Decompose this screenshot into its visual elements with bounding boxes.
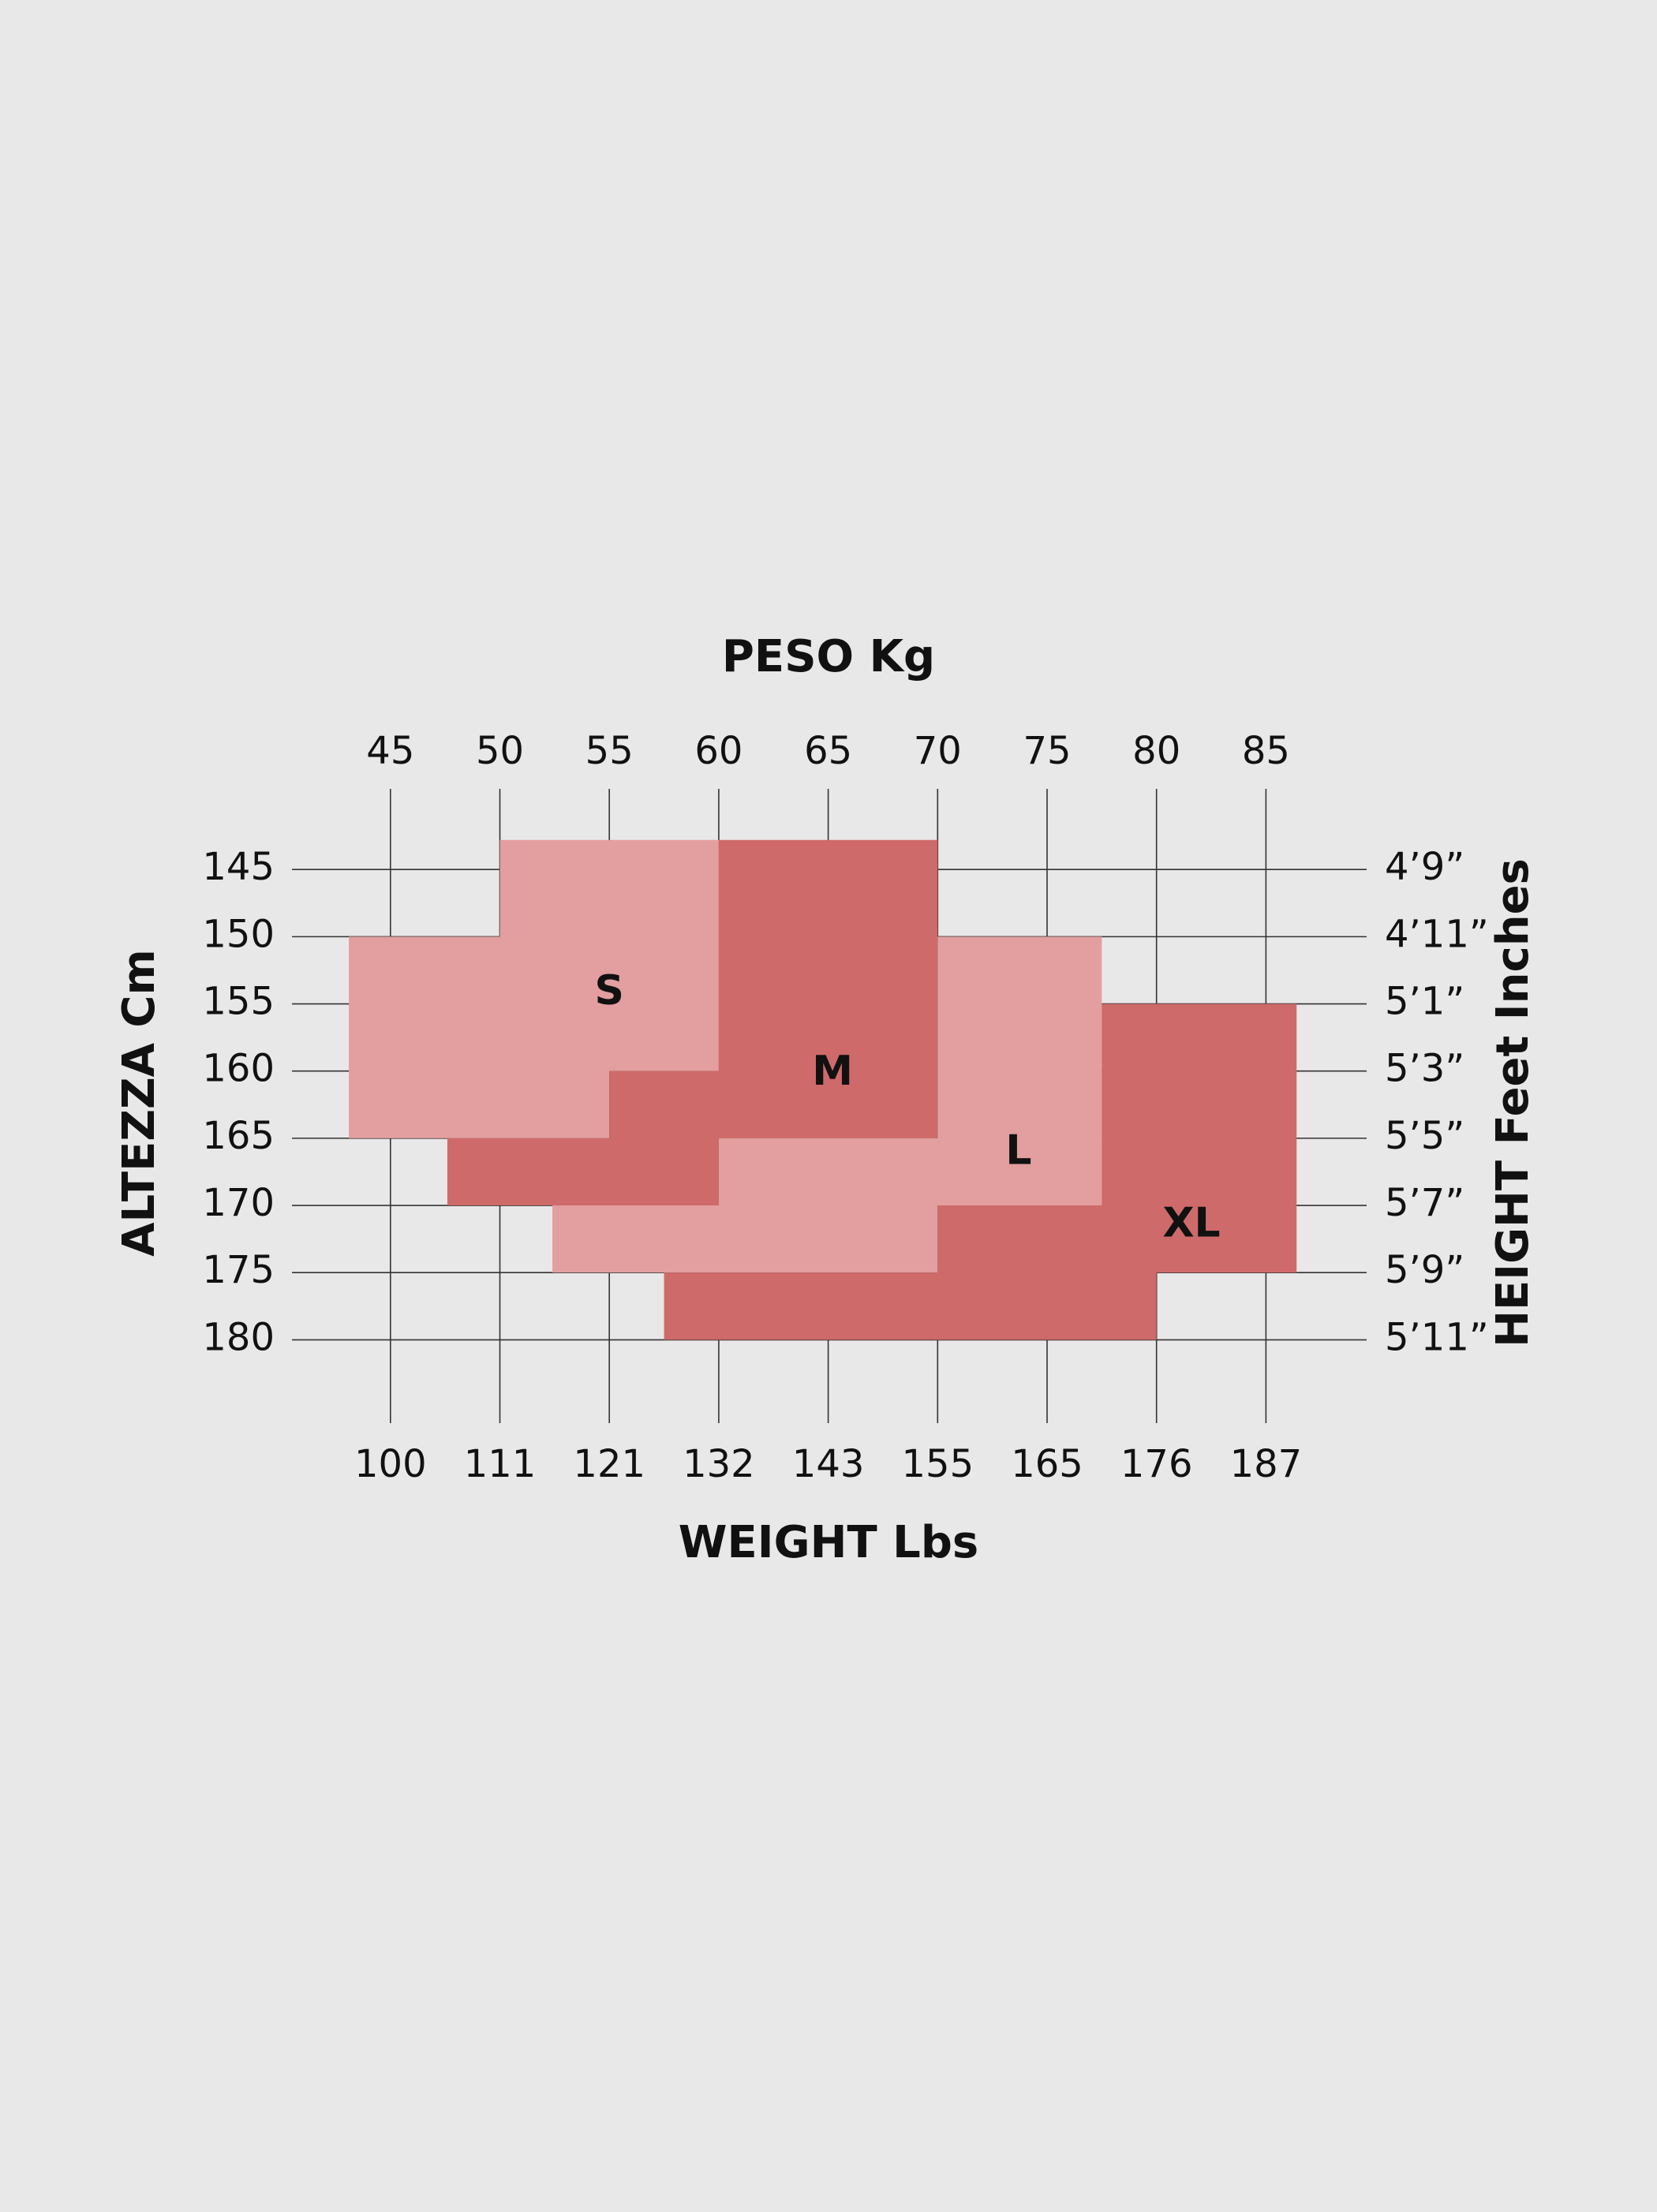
y-tick-label: 145 [202, 845, 275, 889]
y-tick-label: 180 [202, 1315, 275, 1359]
y2-tick-label: 5’3” [1385, 1047, 1464, 1091]
y2-tick-label: 5’1” [1385, 980, 1464, 1024]
size-region [552, 936, 1102, 1273]
x-tick-label: 85 [1242, 729, 1290, 773]
y-tick-label: 160 [202, 1047, 275, 1091]
y2-tick-label: 5’5” [1385, 1114, 1464, 1158]
y-tick-label: 165 [202, 1114, 275, 1158]
x2-tick-label: 143 [792, 1442, 865, 1486]
x2-tick-label: 187 [1230, 1442, 1303, 1486]
y2-tick-label: 5’9” [1385, 1248, 1464, 1292]
y2-tick-label: 4’9” [1385, 845, 1464, 889]
x2-tick-label: 165 [1011, 1442, 1083, 1486]
x2-tick-label: 155 [901, 1442, 974, 1486]
y-tick-label: 150 [202, 912, 275, 956]
x2-tick-label: 121 [573, 1442, 645, 1486]
x-tick-label: 55 [585, 729, 634, 773]
chart-title: PESO Kg [722, 631, 935, 682]
y-axis-title: ALTEZZA Cm [114, 949, 165, 1257]
x2-axis-title: WEIGHT Lbs [679, 1517, 979, 1568]
size-region [349, 839, 719, 1138]
region-label: S [594, 967, 623, 1014]
x-tick-label: 80 [1132, 729, 1180, 773]
x-tick-label: 50 [476, 729, 524, 773]
x2-tick-label: 100 [354, 1442, 427, 1486]
x-tick-label: 45 [366, 729, 414, 773]
y-tick-label: 170 [202, 1181, 275, 1225]
x-tick-label: 70 [914, 729, 962, 773]
region-label: L [1005, 1127, 1031, 1175]
y-tick-label: 175 [202, 1248, 275, 1292]
size-region [447, 839, 938, 1206]
x-tick-label: 75 [1023, 729, 1071, 773]
size-region [664, 1003, 1297, 1340]
y-tick-label: 155 [202, 980, 275, 1024]
x-tick-label: 65 [804, 729, 852, 773]
y2-tick-label: 4’11” [1385, 912, 1489, 956]
y2-axis-title: HEIGHT Feet Inches [1487, 858, 1539, 1347]
y2-tick-label: 5’7” [1385, 1181, 1464, 1225]
x-tick-label: 60 [694, 729, 742, 773]
region-label: M [812, 1048, 853, 1095]
x2-tick-label: 111 [464, 1442, 537, 1486]
region-label: XL [1162, 1200, 1220, 1247]
x2-tick-label: 132 [683, 1442, 755, 1486]
y2-tick-label: 5’11” [1385, 1315, 1489, 1359]
x2-tick-label: 176 [1120, 1442, 1193, 1486]
